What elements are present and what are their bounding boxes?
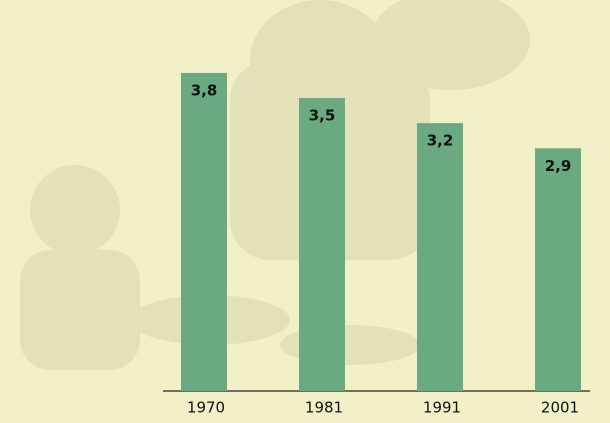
x-tick-label: 1981	[305, 399, 343, 417]
x-tick-label: 2001	[541, 399, 579, 417]
bar	[535, 148, 581, 391]
value-label: 3,8	[191, 81, 218, 99]
bar	[417, 123, 463, 391]
value-label: 3,2	[427, 132, 454, 150]
x-tick-label: 1970	[187, 399, 225, 417]
bar	[181, 73, 227, 391]
chart: 3,8 1970 3,5 1981 3,2 1991 2,9 2001	[0, 0, 610, 423]
value-label: 3,5	[309, 107, 336, 125]
value-label: 2,9	[545, 157, 572, 175]
bar	[299, 98, 345, 391]
page: 3,819703,519813,219912,92001 (() => { co…	[0, 0, 610, 423]
x-tick-label: 1991	[423, 399, 461, 417]
